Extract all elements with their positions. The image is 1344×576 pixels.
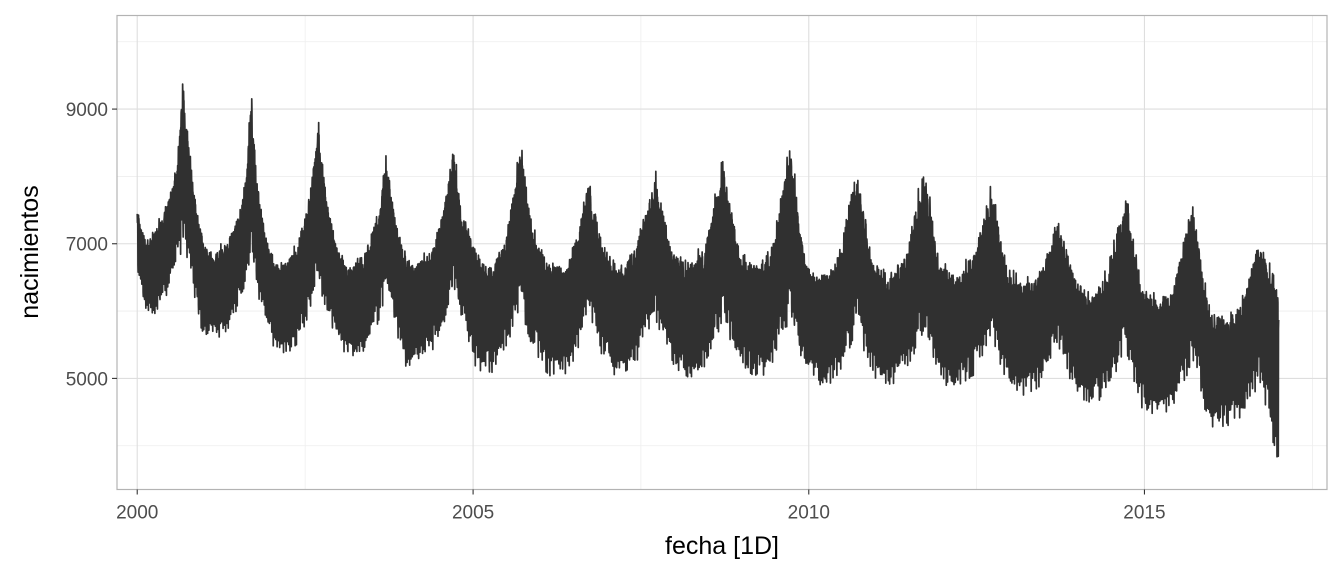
plot-panel-border xyxy=(116,14,1328,491)
x-axis-title: fecha [1D] xyxy=(665,532,779,560)
y-tick-label: 7000 xyxy=(66,235,108,256)
x-axis: 2000 2005 2010 2015 xyxy=(116,489,1166,524)
data-series xyxy=(136,83,1280,458)
y-axis: 5000 7000 9000 xyxy=(66,100,117,390)
x-tick-label: 2000 xyxy=(116,503,158,524)
y-axis-title: nacimientos xyxy=(16,185,44,318)
x-tick-label: 2005 xyxy=(452,503,494,524)
births-series-line xyxy=(136,83,1280,458)
y-tick-label: 9000 xyxy=(66,100,108,121)
x-tick-label: 2015 xyxy=(1123,503,1165,524)
y-tick-label: 5000 xyxy=(66,369,108,390)
x-tick-label: 2010 xyxy=(788,503,830,524)
